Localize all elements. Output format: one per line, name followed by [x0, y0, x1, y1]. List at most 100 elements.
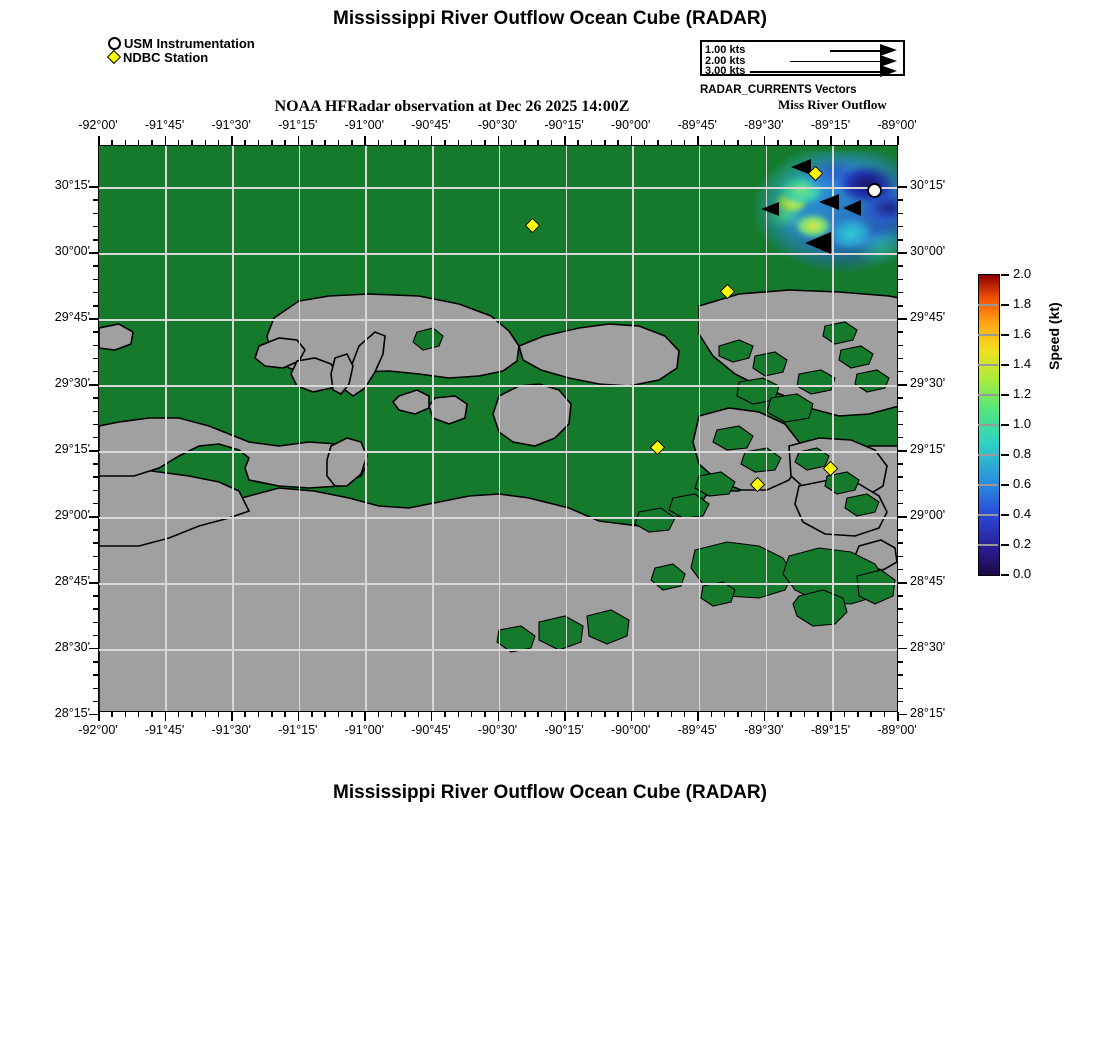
- x-tick-minor: [817, 712, 819, 717]
- x-tick-minor: [790, 140, 792, 145]
- x-tick-minor: [311, 140, 313, 145]
- x-tick-minor: [124, 712, 127, 717]
- x-tick-minor: [643, 140, 646, 145]
- vector-scale-row-1: 1.00 kts: [702, 44, 903, 56]
- x-tick-minor: [217, 712, 220, 717]
- current-vector-arrow: [761, 202, 779, 216]
- x-tick-minor: [670, 140, 673, 145]
- y-tick-minor: [93, 397, 98, 399]
- y-tick-minor: [93, 489, 98, 492]
- x-tick-minor: [337, 712, 340, 717]
- legend-item-usm: USM Instrumentation: [108, 36, 255, 50]
- colorbar-tick: [1001, 514, 1009, 516]
- x-axis-label: -91°45': [144, 723, 185, 737]
- colorbar-tick-label: 1.8: [1013, 296, 1032, 311]
- x-tick-minor: [710, 140, 713, 145]
- map-canvas[interactable]: [98, 145, 898, 712]
- x-tick-minor: [337, 140, 340, 145]
- x-tick-minor: [217, 140, 220, 145]
- gridline-horizontal: [99, 385, 897, 387]
- y-axis-label: 29°00': [54, 508, 90, 523]
- y-tick-minor: [898, 436, 903, 439]
- y-tick-minor: [898, 502, 903, 505]
- x-tick-minor: [284, 140, 286, 145]
- y-tick-minor: [93, 502, 98, 505]
- y-axis-label: 29°30': [54, 376, 90, 391]
- x-tick-major: [98, 136, 100, 145]
- x-tick-minor: [417, 140, 420, 145]
- y-tick-minor: [93, 634, 98, 637]
- y-axis-label: 28°15': [910, 705, 946, 720]
- x-tick-minor: [643, 712, 646, 717]
- colorbar-tick-label: 1.6: [1013, 326, 1032, 341]
- x-tick-minor: [177, 712, 180, 717]
- y-tick-minor: [93, 278, 98, 281]
- y-tick-minor: [93, 529, 98, 531]
- usm-instrumentation-marker[interactable]: [867, 183, 882, 198]
- x-tick-minor: [817, 140, 819, 145]
- current-vector-arrow: [819, 194, 839, 210]
- y-tick-major: [898, 516, 907, 518]
- y-tick-major: [898, 713, 907, 716]
- x-tick-major: [430, 136, 433, 145]
- colorbar-tick-label: 1.0: [1013, 416, 1032, 431]
- colorbar-title: Speed (kt): [1046, 302, 1062, 370]
- x-tick-major: [697, 712, 699, 721]
- x-axis-label: -89°30': [744, 723, 784, 737]
- page-title: Mississippi River Outflow Ocean Cube (RA…: [333, 8, 767, 29]
- colorbar-tick-label: 0.0: [1013, 566, 1032, 581]
- x-tick-minor: [444, 712, 446, 717]
- gridline-vertical: [165, 146, 167, 711]
- x-tick-minor: [737, 140, 739, 145]
- x-tick-minor: [484, 712, 486, 717]
- y-tick-minor: [93, 436, 98, 439]
- x-tick-minor: [510, 140, 513, 145]
- colorbar-divider: [978, 544, 998, 546]
- x-tick-major: [430, 712, 433, 721]
- y-tick-minor: [898, 370, 903, 373]
- vector-shaft-3: [750, 71, 883, 73]
- colorbar-divider: [978, 484, 998, 486]
- x-axis-label: -90°45': [411, 723, 451, 737]
- colorbar-tick: [1001, 454, 1009, 456]
- x-tick-minor: [191, 712, 193, 717]
- x-axis-label: -92°00': [78, 723, 118, 737]
- x-tick-minor: [271, 140, 273, 145]
- x-axis-label: -91°45': [144, 118, 185, 132]
- y-tick-minor: [898, 634, 903, 637]
- y-tick-minor: [93, 370, 98, 373]
- y-tick-minor: [93, 291, 98, 294]
- vector-scale-label-3: 3.00 kts: [705, 65, 746, 77]
- gridline-vertical: [498, 146, 501, 711]
- x-axis-label: -91°15': [278, 118, 318, 132]
- vector-shaft-1: [830, 50, 883, 52]
- current-vector-arrow: [791, 159, 811, 175]
- y-tick-minor: [898, 529, 903, 531]
- x-tick-minor: [737, 712, 739, 717]
- x-axis-label: -91°15': [278, 723, 318, 737]
- colorbar-divider: [978, 334, 998, 336]
- gridline-horizontal: [99, 517, 897, 519]
- x-tick-minor: [390, 140, 393, 145]
- y-tick-minor: [93, 621, 98, 624]
- y-axis-label: 30°00': [54, 244, 90, 259]
- x-tick-minor: [857, 140, 859, 145]
- x-tick-minor: [750, 712, 753, 717]
- y-tick-minor: [898, 489, 903, 492]
- x-tick-major: [364, 712, 366, 721]
- y-tick-minor: [898, 278, 903, 281]
- y-tick-minor: [898, 305, 903, 307]
- y-tick-minor: [898, 687, 903, 690]
- y-tick-minor: [898, 410, 903, 413]
- x-axis-label: -89°00': [877, 118, 917, 132]
- x-tick-minor: [417, 712, 420, 717]
- colorbar-divider: [978, 304, 998, 306]
- vector-scale-legend: 1.00 kts 2.00 kts 3.00 kts: [700, 40, 905, 77]
- y-tick-minor: [898, 661, 903, 663]
- x-tick-major: [297, 712, 300, 721]
- legend-item-ndbc: NDBC Station: [106, 49, 255, 65]
- x-tick-minor: [550, 712, 553, 717]
- y-tick-major: [898, 647, 907, 650]
- y-tick-major: [89, 516, 98, 518]
- y-tick-minor: [93, 463, 98, 465]
